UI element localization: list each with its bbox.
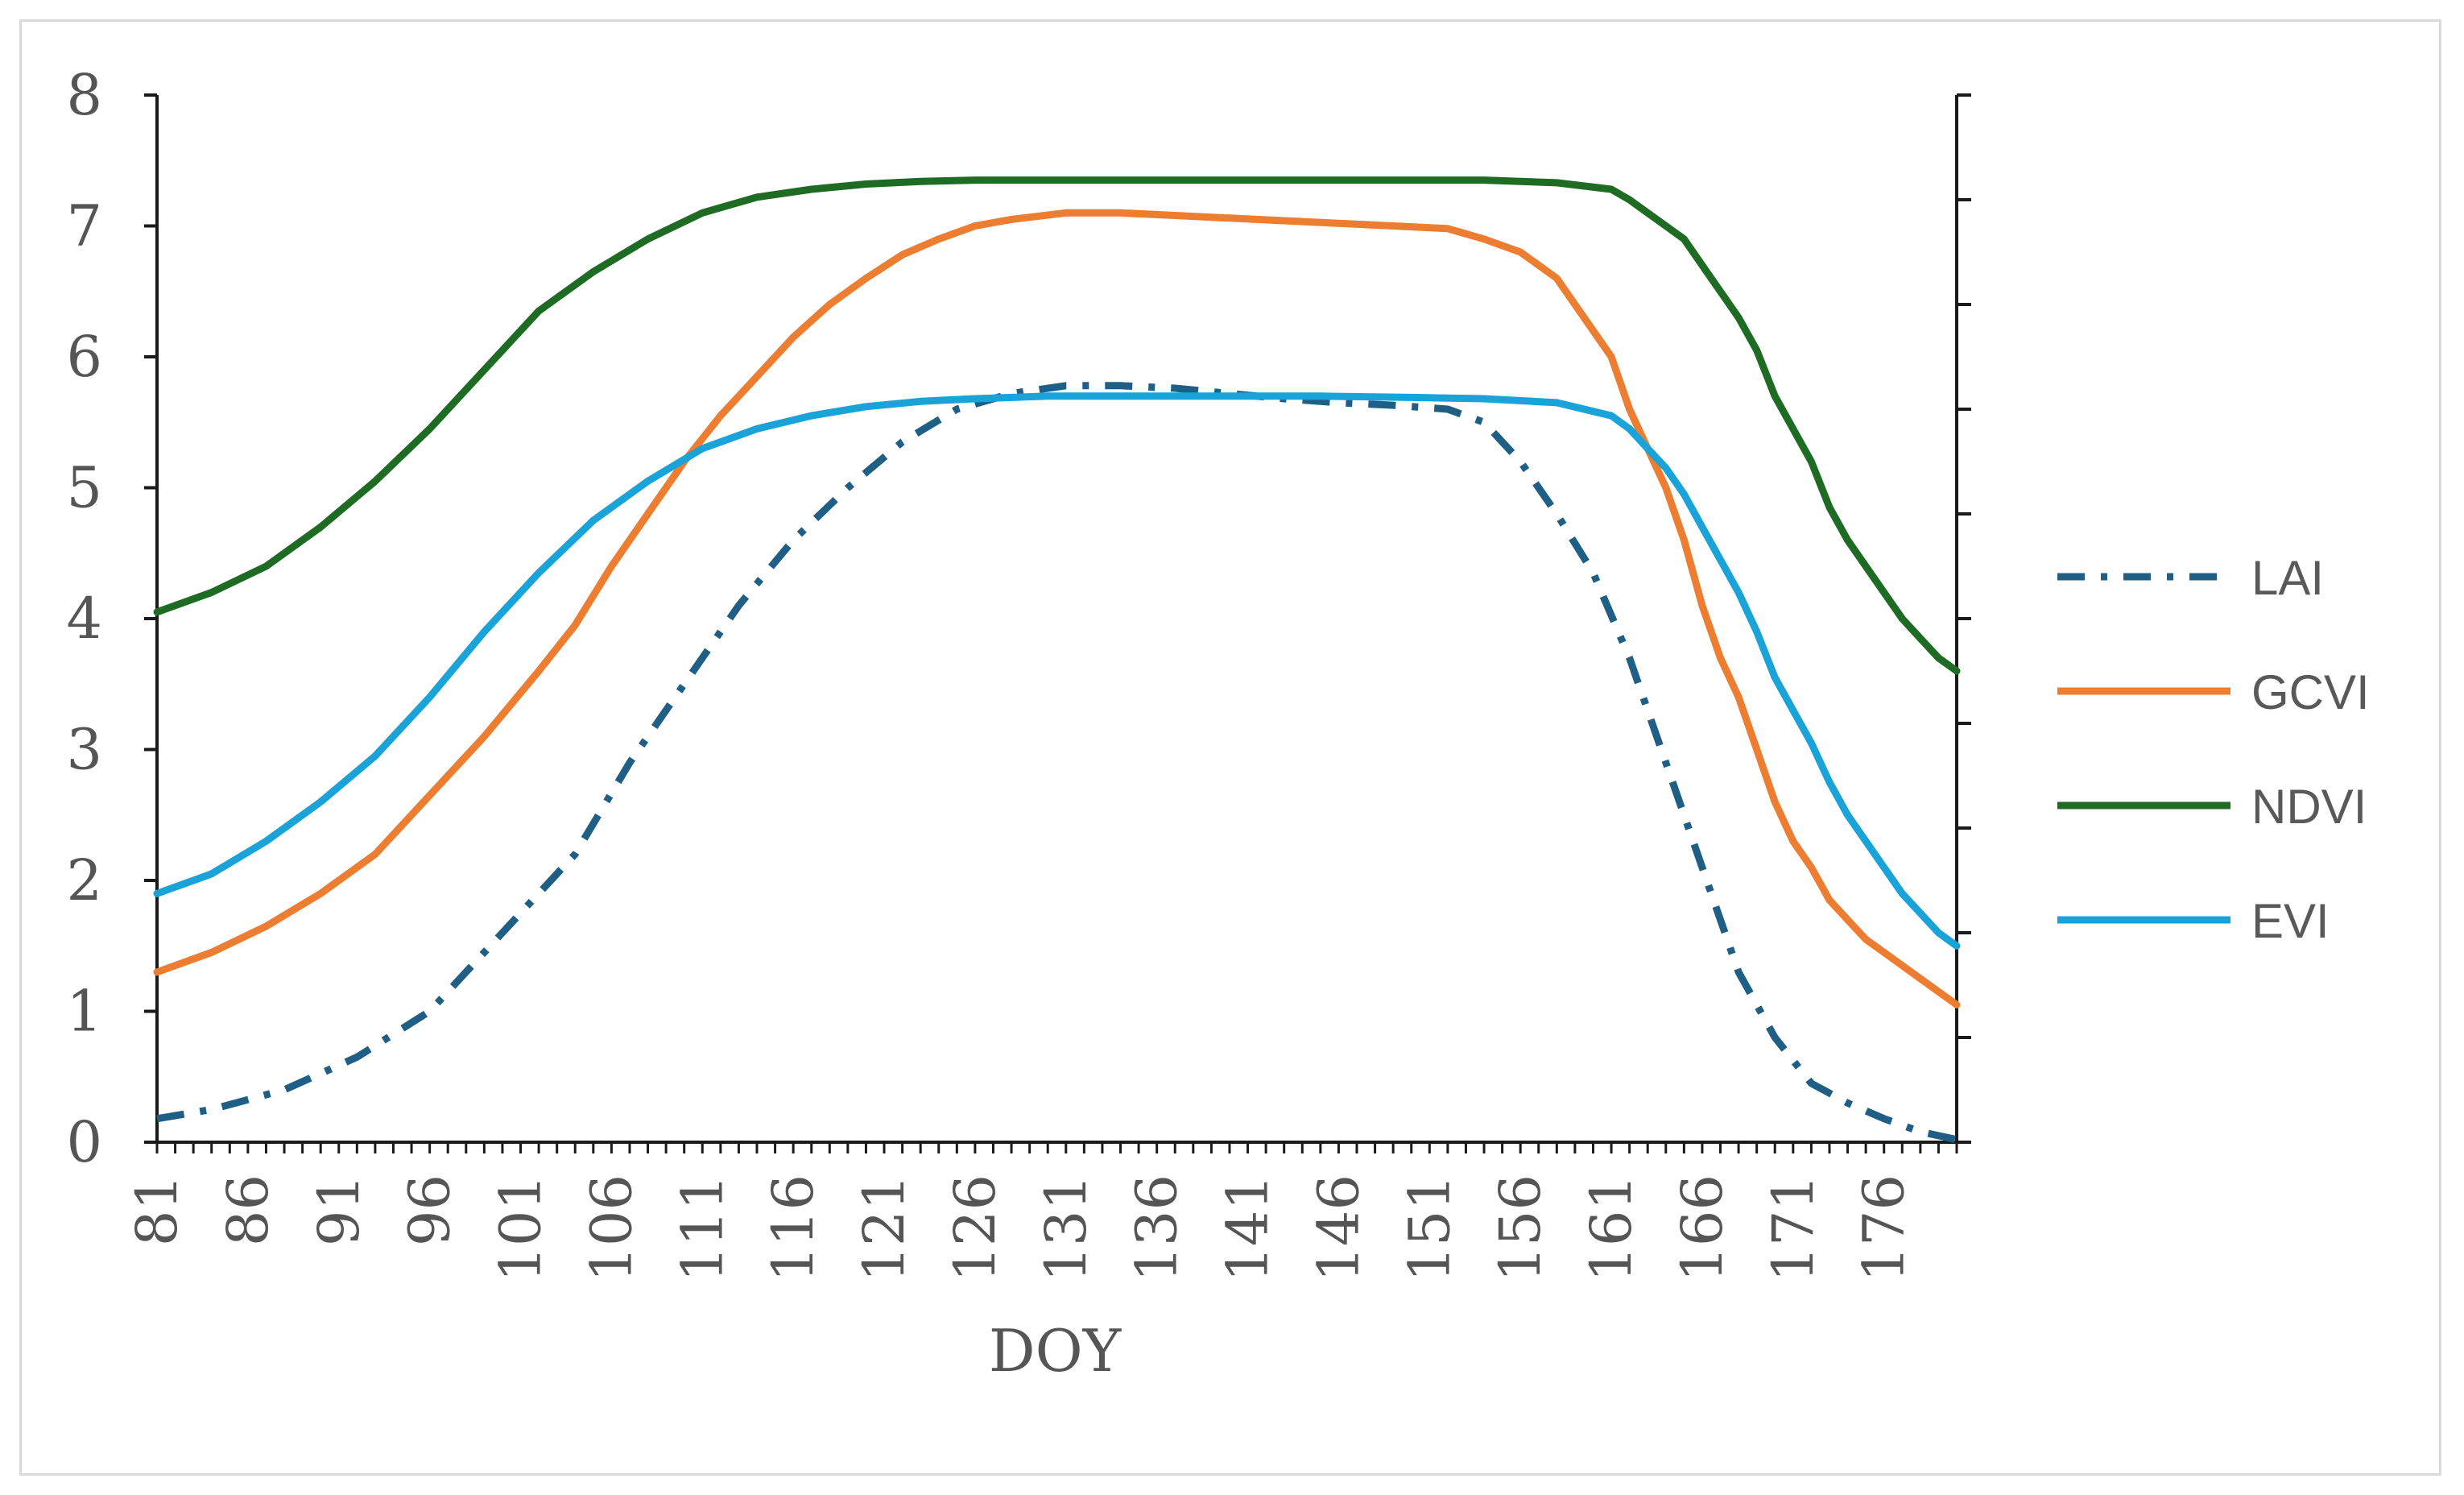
y-tick-label: 5: [66, 455, 102, 521]
y-tick-label: 8: [66, 62, 102, 128]
x-tick-label: 146: [1305, 1174, 1371, 1282]
x-tick-label: 91: [306, 1174, 372, 1246]
x-tick-label: 116: [760, 1174, 826, 1282]
y-tick-label: 6: [66, 324, 102, 390]
axes: 0 1 2 3 4 5 6 7 8 81 86 91 96 101 106 111 116 121 126 131 13…: [66, 62, 1971, 1282]
x-tick-label: 141: [1215, 1174, 1281, 1282]
x-tick-label: 156: [1487, 1174, 1553, 1282]
legend-label-evi: EVI: [2251, 894, 2330, 948]
y-tick-label: 2: [66, 847, 102, 913]
series-line-lai: [156, 382, 1958, 1144]
x-tick-label: 166: [1669, 1174, 1735, 1282]
legend: LAI GCVI NDVI EVI: [2057, 551, 2370, 948]
x-tick-label: 96: [397, 1174, 463, 1246]
x-tick-label: 131: [1033, 1174, 1099, 1282]
x-tick-label: 81: [124, 1174, 190, 1246]
x-tick-label: 136: [1124, 1174, 1190, 1282]
y-tick-label: 1: [66, 979, 102, 1045]
x-tick-label: 101: [488, 1174, 554, 1282]
series-line-evi: [153, 392, 1961, 950]
x-tick-label: 176: [1851, 1174, 1917, 1282]
series-line-gcvi: [153, 209, 1961, 1008]
x-axis-title: DOY: [989, 1317, 1122, 1385]
y-tick-label: 0: [66, 1109, 102, 1175]
x-tick-label: 121: [851, 1174, 917, 1282]
legend-label-gcvi: GCVI: [2251, 665, 2370, 719]
x-tick-label: 151: [1396, 1174, 1462, 1282]
series-line-ndvi: [153, 176, 1961, 675]
y-tick-label: 7: [66, 193, 102, 259]
y-tick-label: 3: [66, 717, 102, 783]
series-layer: [153, 176, 1961, 1144]
legend-label-ndvi: NDVI: [2251, 780, 2367, 834]
x-tick-label: 161: [1578, 1174, 1644, 1282]
x-tick-label: 171: [1760, 1174, 1826, 1282]
x-tick-label: 111: [669, 1174, 735, 1282]
x-tick-label: 106: [578, 1174, 644, 1282]
x-tick-label: 86: [215, 1174, 281, 1246]
x-tick-label: 126: [942, 1174, 1008, 1282]
legend-label-lai: LAI: [2251, 551, 2324, 605]
chart-frame: [19, 19, 2441, 1476]
y-tick-label: 4: [66, 586, 102, 652]
